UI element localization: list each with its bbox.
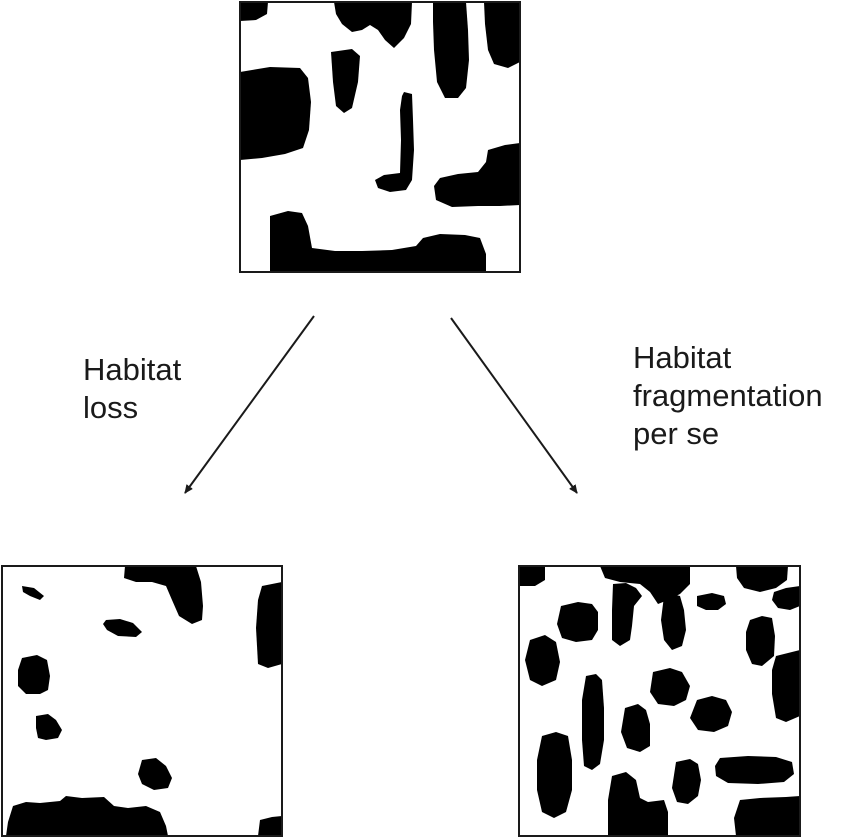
habitat-patch <box>375 92 414 192</box>
habitat-patch <box>746 616 775 666</box>
habitat-patch <box>600 566 690 604</box>
habitat-patch <box>519 566 545 586</box>
habitat-patch <box>697 593 726 610</box>
habitat-patch <box>661 594 686 650</box>
habitat-patch <box>582 674 604 770</box>
arrow-habitat-loss <box>184 315 315 494</box>
habitat-patch <box>334 2 412 48</box>
landscape-fragmentation <box>518 565 801 837</box>
habitat-patch <box>22 586 44 600</box>
habitat-fragmentation-label-line: Habitat <box>633 340 732 375</box>
landscape-original <box>239 1 521 273</box>
habitat-patch <box>103 619 142 637</box>
habitat-patch <box>621 704 650 752</box>
habitat-patch <box>734 796 800 836</box>
habitat-patch <box>240 67 311 160</box>
habitat-loss-label: Habitat loss <box>83 351 181 427</box>
habitat-patch <box>484 2 520 68</box>
habitat-patch <box>612 583 642 646</box>
habitat-loss-label-line: Habitat <box>83 352 182 387</box>
habitat-patch <box>124 566 203 624</box>
habitat-fragmentation-label: Habitat fragmentation per se <box>633 339 823 453</box>
habitat-patch <box>433 2 469 98</box>
habitat-fragmentation-label-line: per se <box>633 416 720 451</box>
habitat-patch <box>434 143 520 207</box>
habitat-patch <box>772 650 800 722</box>
arrow-habitat-fragmentation <box>450 317 578 494</box>
habitat-patch <box>256 582 282 668</box>
habitat-patch <box>672 759 701 804</box>
landscape-border <box>518 565 801 837</box>
habitat-patch <box>240 2 268 21</box>
habitat-patch <box>690 696 732 732</box>
habitat-patch <box>331 49 360 113</box>
landscape-border <box>1 565 283 837</box>
habitat-patch <box>18 655 50 694</box>
habitat-patch <box>138 758 172 790</box>
habitat-patch <box>270 211 486 272</box>
habitat-patch <box>36 714 62 740</box>
habitat-patch <box>715 756 794 784</box>
habitat-patch <box>608 772 668 836</box>
landscape-habitat-loss <box>1 565 283 837</box>
habitat-patch <box>537 732 572 818</box>
habitat-patch <box>6 796 168 836</box>
habitat-fragmentation-label-line: fragmentation <box>633 378 823 413</box>
habitat-patch <box>525 635 560 686</box>
landscape-border <box>239 1 521 273</box>
habitat-patch <box>772 586 800 610</box>
habitat-patch <box>557 602 598 642</box>
habitat-patch <box>736 566 788 592</box>
habitat-patch <box>258 816 282 836</box>
habitat-loss-label-line: loss <box>83 390 139 425</box>
habitat-patch <box>650 668 690 706</box>
